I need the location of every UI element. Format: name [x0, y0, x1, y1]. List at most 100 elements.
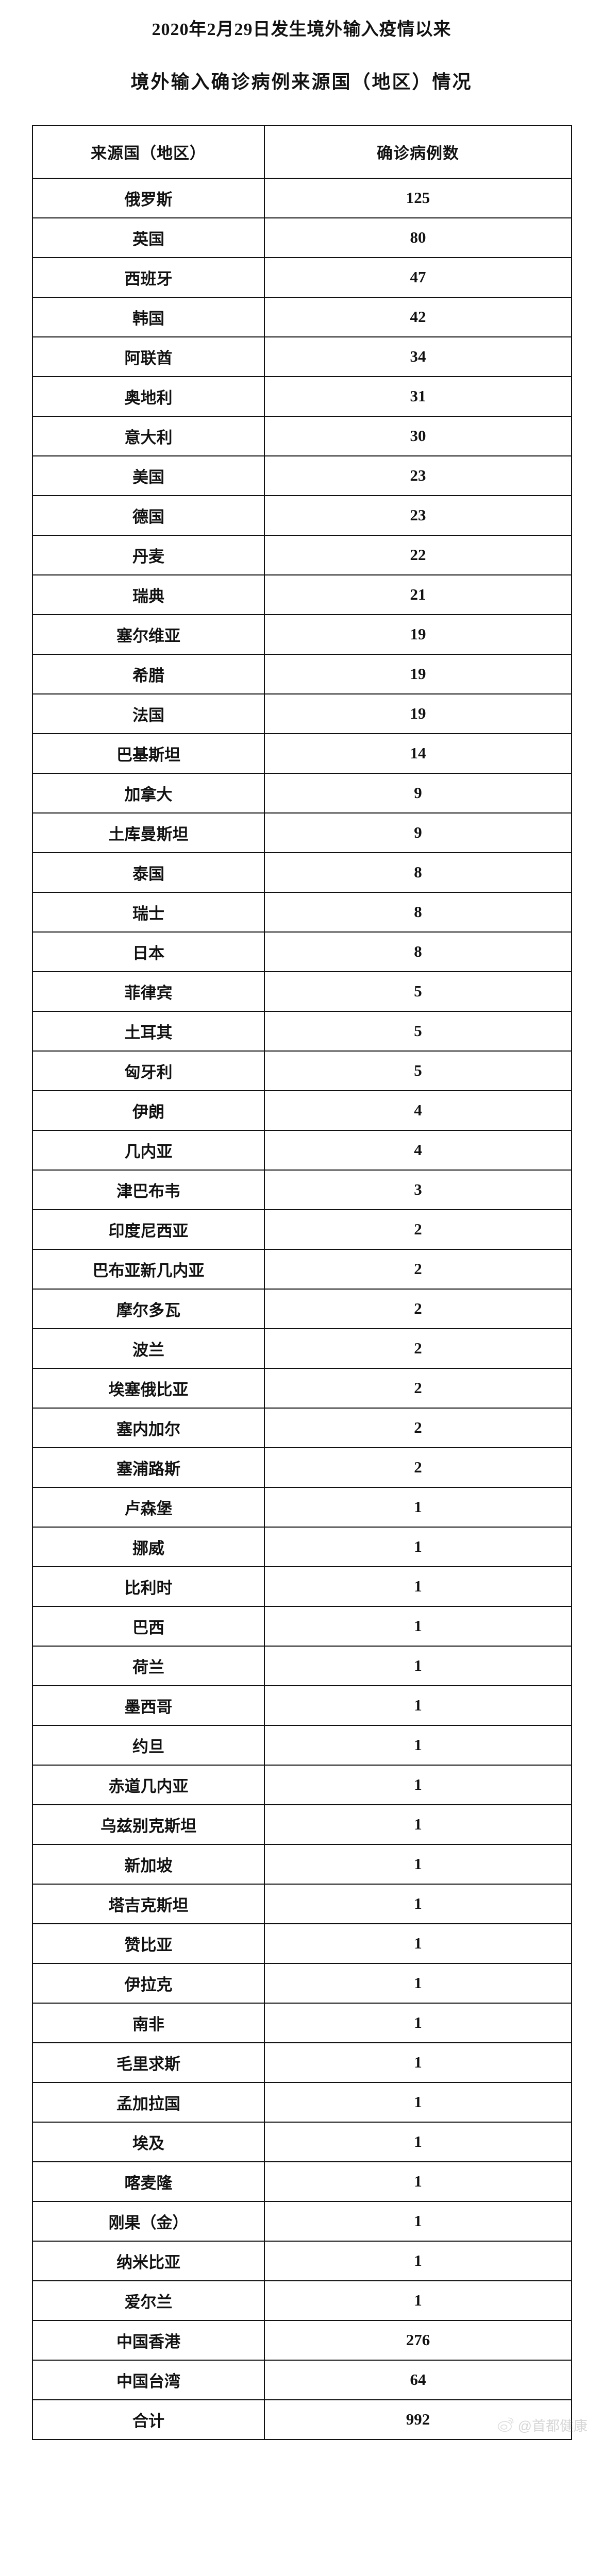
- table-row: 刚果（金） 1: [32, 2200, 572, 2242]
- count-cell: 5: [264, 1010, 572, 1052]
- count-cell: 14: [264, 733, 572, 774]
- country-cell: 津巴布韦: [32, 1169, 265, 1210]
- count-cell: 64: [264, 2359, 572, 2400]
- count-cell: 1: [264, 2200, 572, 2242]
- count-cell: 9: [264, 772, 572, 814]
- table-row: 塞内加尔 2: [32, 1407, 572, 1448]
- table-row: 南非 1: [32, 2002, 572, 2043]
- count-cell: 42: [264, 296, 572, 337]
- count-cell: 1: [264, 1685, 572, 1726]
- country-cell: 约旦: [32, 1724, 265, 1766]
- count-cell: 21: [264, 574, 572, 615]
- total-label-cell: 合计: [32, 2399, 265, 2440]
- count-cell: 1: [264, 1764, 572, 1805]
- country-cell: 塞内加尔: [32, 1407, 265, 1448]
- table-row: 希腊 19: [32, 653, 572, 694]
- country-cell: 新加坡: [32, 1843, 265, 1885]
- count-cell: 1: [264, 1923, 572, 1964]
- table-container: 来源国（地区） 确诊病例数 俄罗斯 125 英国 80 西班牙 47 韩国 42 阿联酋 34 奥地…: [0, 125, 603, 2440]
- title-line-2: 境外输入确诊病例来源国（地区）情况: [130, 72, 473, 93]
- country-cell: 毛里求斯: [32, 2042, 265, 2083]
- country-cell: 韩国: [32, 296, 265, 337]
- country-cell: 乌兹别克斯坦: [32, 1804, 265, 1845]
- country-cell: 塔吉克斯坦: [32, 1883, 265, 1924]
- count-cell: 2: [264, 1367, 572, 1409]
- country-cell: 伊朗: [32, 1090, 265, 1131]
- table-row: 巴西 1: [32, 1605, 572, 1647]
- count-cell: 1: [264, 1645, 572, 1686]
- title-line-1: 2020年2月29日发生境外输入疫情以来: [152, 20, 451, 39]
- table-row: 中国台湾 64: [32, 2359, 572, 2400]
- table-row: 赤道几内亚 1: [32, 1764, 572, 1805]
- page-title: 2020年2月29日发生境外输入疫情以来 境外输入确诊病例来源国（地区）情况: [0, 0, 603, 93]
- count-cell: 8: [264, 931, 572, 972]
- count-cell: 5: [264, 971, 572, 1012]
- table-row: 纳米比亚 1: [32, 2240, 572, 2281]
- count-cell: 1: [264, 1804, 572, 1845]
- country-cell: 赞比亚: [32, 1923, 265, 1964]
- country-cell: 奥地利: [32, 376, 265, 417]
- country-cell: 喀麦隆: [32, 2161, 265, 2202]
- country-cell: 纳米比亚: [32, 2240, 265, 2281]
- country-cell: 卢森堡: [32, 1486, 265, 1528]
- table-row: 赞比亚 1: [32, 1923, 572, 1964]
- count-cell: 1: [264, 2161, 572, 2202]
- table-row: 泰国 8: [32, 852, 572, 893]
- country-cell: 日本: [32, 931, 265, 972]
- table-row: 美国 23: [32, 455, 572, 496]
- country-cell: 英国: [32, 217, 265, 258]
- table-row: 挪威 1: [32, 1526, 572, 1567]
- country-cell: 瑞士: [32, 891, 265, 933]
- count-cell: 1: [264, 1724, 572, 1766]
- table-row: 爱尔兰 1: [32, 2280, 572, 2321]
- table-row: 俄罗斯 125: [32, 177, 572, 218]
- count-cell: 19: [264, 614, 572, 655]
- table-row: 日本 8: [32, 931, 572, 972]
- count-cell: 80: [264, 217, 572, 258]
- count-cell: 5: [264, 1050, 572, 1091]
- country-cell: 埃及: [32, 2121, 265, 2162]
- country-cell: 土耳其: [32, 1010, 265, 1052]
- country-cell: 挪威: [32, 1526, 265, 1567]
- table-row: 土库曼斯坦 9: [32, 812, 572, 853]
- count-cell: 34: [264, 336, 572, 377]
- table-row: 法国 19: [32, 693, 572, 734]
- table-row: 奥地利 31: [32, 376, 572, 417]
- country-cell: 埃塞俄比亚: [32, 1367, 265, 1409]
- country-cell: 加拿大: [32, 772, 265, 814]
- imported-cases-table: 来源国（地区） 确诊病例数 俄罗斯 125 英国 80 西班牙 47 韩国 42 阿联酋 34 奥地…: [32, 125, 572, 2440]
- count-cell: 22: [264, 534, 572, 575]
- country-cell: 意大利: [32, 415, 265, 456]
- table-row: 巴基斯坦 14: [32, 733, 572, 774]
- table-row: 德国 23: [32, 495, 572, 536]
- country-cell: 刚果（金）: [32, 2200, 265, 2242]
- table-row: 阿联酋 34: [32, 336, 572, 377]
- table-row: 韩国 42: [32, 296, 572, 337]
- table-row: 埃塞俄比亚 2: [32, 1367, 572, 1409]
- count-cell: 2: [264, 1447, 572, 1488]
- table-row: 丹麦 22: [32, 534, 572, 575]
- count-cell: 30: [264, 415, 572, 456]
- country-cell: 希腊: [32, 653, 265, 694]
- country-cell: 波兰: [32, 1328, 265, 1369]
- country-cell: 中国香港: [32, 2319, 265, 2361]
- table-row: 墨西哥 1: [32, 1685, 572, 1726]
- table-row: 伊拉克 1: [32, 1962, 572, 2004]
- table-row: 意大利 30: [32, 415, 572, 456]
- table-row: 新加坡 1: [32, 1843, 572, 1885]
- count-cell: 1: [264, 2002, 572, 2043]
- table-row: 埃及 1: [32, 2121, 572, 2162]
- table-row: 喀麦隆 1: [32, 2161, 572, 2202]
- count-cell: 2: [264, 1407, 572, 1448]
- count-cell: 125: [264, 177, 572, 218]
- country-cell: 摩尔多瓦: [32, 1288, 265, 1329]
- count-cell: 1: [264, 2121, 572, 2162]
- column-header-country: 来源国（地区）: [32, 125, 265, 179]
- count-cell: 2: [264, 1328, 572, 1369]
- table-row: 几内亚 4: [32, 1129, 572, 1171]
- column-header-count: 确诊病例数: [264, 125, 572, 179]
- country-cell: 阿联酋: [32, 336, 265, 377]
- table-row: 孟加拉国 1: [32, 2081, 572, 2123]
- table-row: 匈牙利 5: [32, 1050, 572, 1091]
- count-cell: 9: [264, 812, 572, 853]
